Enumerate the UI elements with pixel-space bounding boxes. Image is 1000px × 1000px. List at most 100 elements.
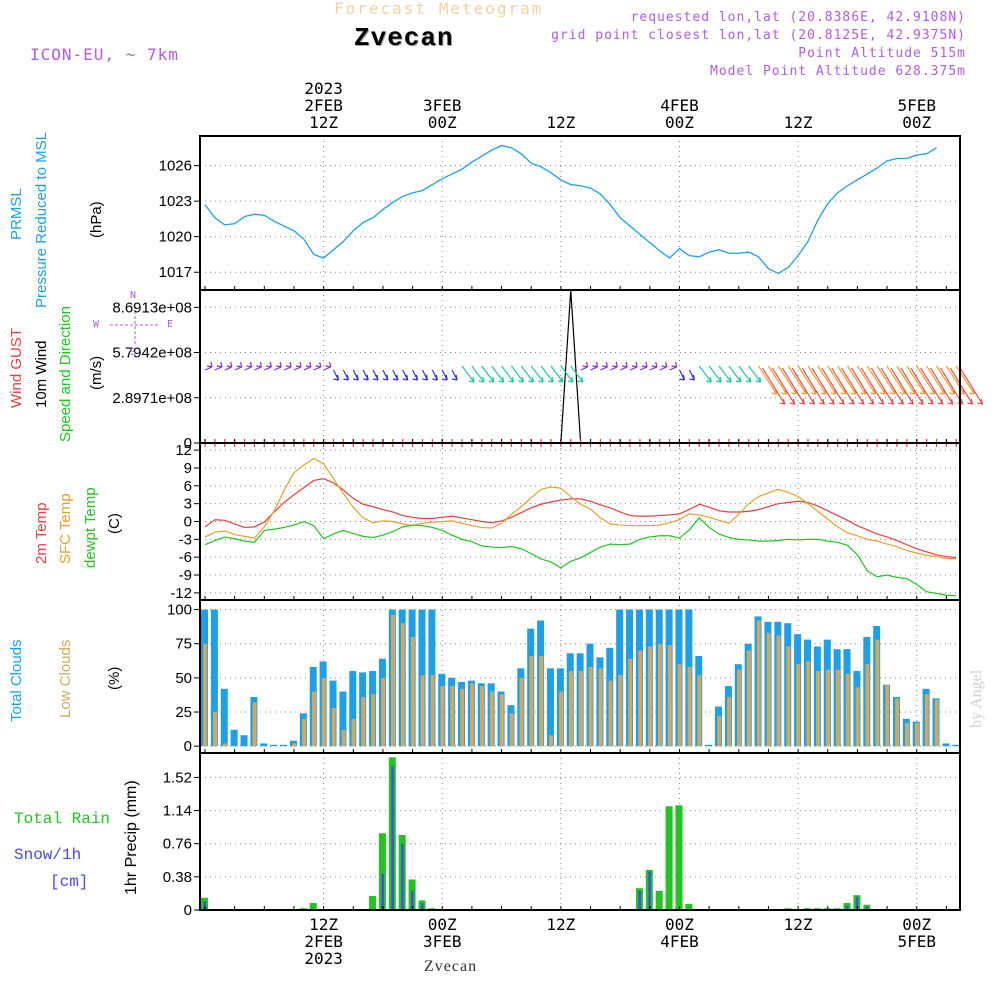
wind-10m-label: 10m Wind [33,340,50,408]
wind-arrow [570,365,584,383]
temp-line-1 [204,457,957,560]
y-tick-label: 6 [184,478,192,495]
y-tick-label: 0 [184,435,192,452]
watermark: by Angel [968,669,985,728]
y-tick-label: 1.52 [163,769,192,786]
wind-arrow [451,369,458,381]
gust-arrow [762,367,786,405]
total-cloud-bar [705,744,713,747]
gust-arrow [801,367,826,405]
total-cloud-bar [280,744,288,747]
snow-bar [420,903,424,910]
top-time-label: 5FEB [897,96,936,115]
wind-arrow [649,361,658,371]
y-tick-label: 25 [175,704,192,721]
wind-arrow [244,361,253,371]
wind-unit: (m/s) [88,355,105,390]
temp-unit: (C) [106,513,123,534]
gust-arrow [959,367,984,405]
low-cloud-bar [657,643,662,747]
gridpoint-coords: grid point closest lon,lat (20.8125E, 42… [551,28,966,43]
snow-bar [648,871,651,910]
low-cloud-bar [311,691,316,747]
snow-bar [381,873,384,910]
low-cloud-bar [479,686,484,747]
snow-bar [391,766,394,910]
panel-frame [199,135,961,291]
temp-line-2 [204,517,957,597]
snow-bar [865,906,869,910]
y-tick-label: -6 [179,549,192,566]
total-cloud-bar [339,691,347,747]
y-tick-label: -9 [179,567,192,584]
y-tick-label: 3 [184,496,192,513]
low-cloud-bar [608,680,613,747]
low-cloud-bar [568,671,573,747]
compass-w: W [93,319,100,330]
low-cloud-bar [460,688,465,747]
y-tick-label: 0 [184,738,192,755]
pressure-reduced-label: Pressure Reduced to MSL [33,132,50,308]
low-cloud-bar [638,650,643,747]
panel-frame [199,289,961,444]
top-time-label: 3FEB [423,96,462,115]
total-cloud-bar [220,688,228,747]
low-cloud-bar [628,658,633,747]
gust-arrow [811,367,836,405]
wind-arrow [471,365,485,383]
gust-arrow [771,367,796,405]
panel-frame [199,752,961,911]
y-tick-label: 1020 [159,229,192,246]
bottom-time-label: 00Z [428,915,457,934]
low-cloud-bar [835,669,840,747]
low-cloud-bar [292,743,297,747]
bottom-time-label: 4FEB [660,932,699,951]
low-cloud-bar [598,668,603,747]
top-time-label: 12Z [309,113,338,132]
top-time-label: 00Z [902,113,931,132]
wind-arrow [718,365,732,383]
wind-arrow [520,365,534,383]
wind-arrow [560,365,574,383]
cloud-unit: (%) [106,666,123,690]
wind-arrow [728,365,742,383]
low-cloud-bar [865,664,870,747]
gust-arrow [880,367,905,405]
wind-arrow [254,361,263,371]
low-cloud-bar [341,729,346,747]
y-tick-label: 0 [184,902,192,919]
wind-arrow [619,361,628,371]
total-cloud-bar [210,609,218,747]
wind-arrow [412,369,419,381]
model-altitude: Model Point Altitude 628.375m [710,64,966,79]
requested-coords: requested lon,lat (20.8386E, 42.9108N) [630,10,966,25]
bottom-time-label: 00Z [665,915,694,934]
low-cloud-bar [509,713,514,747]
y-tick-label: 50 [175,670,192,687]
wind-arrow [332,369,340,381]
low-cloud-bar [450,686,455,747]
low-cloud-bar [786,646,791,747]
low-cloud-bar [578,671,583,747]
bottom-time-label: 12Z [309,915,338,934]
gust-arrow [860,367,885,405]
bottom-time-label: 5FEB [897,932,936,951]
snow-unit: [cm] [50,873,89,891]
low-cloud-bar [420,675,425,747]
temp-dew-label: dewpt Temp [82,487,99,568]
low-cloud-bar [618,675,623,747]
y-tick-label: 0.76 [163,836,192,853]
low-cloud-bar [885,684,890,747]
wind-arrow [303,361,312,371]
low-cloud-bar [588,666,593,747]
rain-bar [369,896,377,910]
wind-arrow [224,361,233,371]
low-cloud-bar [440,686,445,747]
wind-arrow [313,361,322,371]
low-cloud-bar [331,707,336,747]
top-time-label: 2023 [304,79,343,98]
total-rain-label: Total Rain [14,810,111,828]
compass-rose-icon [110,306,160,344]
rain-bar [378,833,386,910]
temp-2m-label: 2m Temp [33,502,50,564]
